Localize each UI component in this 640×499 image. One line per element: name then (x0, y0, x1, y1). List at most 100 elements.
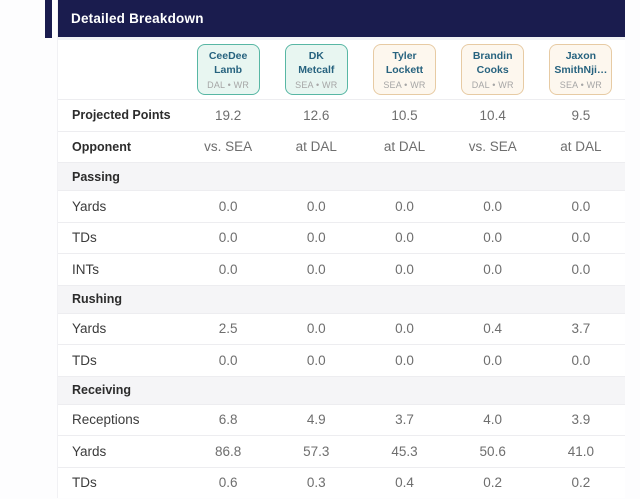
stat-value: 0.0 (306, 230, 326, 246)
stat-value: 0.0 (395, 230, 414, 246)
stat-value: 4.0 (483, 412, 503, 428)
row-label: Yards (72, 321, 107, 337)
table-row-opponent: Opponent vs. SEA at DAL at DAL vs. SEA a… (58, 130, 625, 162)
stat-value: vs. SEA (204, 139, 253, 155)
stat-value: 0.0 (306, 352, 326, 368)
stat-value: 3.9 (571, 412, 591, 428)
player-name: CeeDee (208, 50, 248, 63)
stat-value: 86.8 (214, 443, 242, 459)
stat-value: 10.5 (391, 107, 418, 123)
table-row-receiving-yards: Yards 86.8 57.3 45.3 50.6 41.0 (58, 435, 625, 467)
stat-value: 0.0 (395, 261, 414, 277)
adjacent-panel-edge (45, 0, 52, 38)
row-label: Receptions (72, 412, 140, 428)
stat-value: 0.2 (483, 475, 503, 491)
stat-value: 0.0 (395, 352, 414, 368)
header-divider (58, 37, 625, 40)
player-card-brandin-cooks[interactable]: Brandin Cooks DAL • WR (461, 44, 525, 95)
stat-value: 0.4 (395, 475, 414, 491)
table-row-rushing-yards: Yards 2.5 0.0 0.0 0.4 3.7 (58, 312, 625, 344)
section-label: Passing (72, 169, 120, 184)
section-header-receiving: Receiving (58, 375, 625, 404)
stat-value: 19.2 (214, 107, 242, 123)
stat-value: 0.0 (571, 352, 591, 368)
stat-value: 0.0 (483, 261, 503, 277)
player-team-position: SEA • WR (383, 79, 426, 90)
player-team-position: SEA • WR (559, 79, 603, 90)
stat-value: 0.0 (306, 321, 326, 337)
panel-title: Detailed Breakdown (71, 11, 204, 26)
table-row-passing-tds: TDs 0.0 0.0 0.0 0.0 0.0 (58, 221, 625, 253)
row-label: INTs (72, 261, 99, 277)
stat-value: 45.3 (391, 443, 418, 459)
stat-value: 9.5 (571, 107, 591, 123)
row-label: TDs (72, 230, 97, 246)
comparison-table: Detailed Breakdown CeeDee Lamb DAL • WR … (57, 0, 625, 498)
row-label: Yards (72, 443, 107, 459)
player-team-position: DAL • WR (471, 79, 514, 90)
stat-value: 0.0 (571, 261, 591, 277)
stat-value: 0.0 (483, 352, 503, 368)
section-label: Receiving (72, 383, 132, 397)
panel-header: Detailed Breakdown (58, 0, 625, 37)
section-header-passing: Passing (58, 162, 625, 190)
player-name: Lockett (385, 64, 424, 76)
player-team-position: SEA • WR (295, 79, 338, 90)
stat-value: 0.6 (218, 475, 238, 491)
stat-value: 6.8 (218, 412, 238, 428)
stat-value: 12.6 (303, 107, 330, 123)
table-row-passing-yards: Yards 0.0 0.0 0.0 0.0 0.0 (58, 190, 625, 222)
player-name: Jaxon (565, 50, 597, 63)
row-label: TDs (72, 475, 97, 491)
table-row-receiving-receptions: Receptions 6.8 4.9 3.7 4.0 3.9 (58, 403, 625, 435)
stat-value: 0.0 (218, 352, 238, 368)
player-card-tyler-lockett[interactable]: Tyler Lockett SEA • WR (372, 44, 436, 95)
stat-value: at DAL (383, 139, 426, 155)
player-card-jaxon-smithnjigba[interactable]: Jaxon SmithNji… SEA • WR (549, 44, 613, 95)
stat-value: 0.0 (395, 321, 414, 337)
player-name: Cooks (476, 64, 509, 76)
stat-value: 0.0 (483, 230, 503, 246)
stat-value: 0.4 (483, 321, 503, 337)
player-card-ceedee-lamb[interactable]: CeeDee Lamb DAL • WR (196, 44, 260, 95)
stat-value: 3.7 (571, 321, 591, 337)
stat-value: 57.3 (303, 443, 330, 459)
table-row-projected-points: Projected Points 19.2 12.6 10.5 10.4 9.5 (58, 99, 625, 131)
stat-value: 0.0 (218, 261, 238, 277)
stat-value: at DAL (295, 139, 337, 155)
player-name: Lamb (214, 64, 243, 76)
row-label: Opponent (72, 139, 132, 154)
stat-value: 0.0 (571, 230, 591, 246)
stat-value: 0.3 (306, 475, 326, 491)
stat-value: vs. SEA (468, 139, 517, 155)
table-row-rushing-tds: TDs 0.0 0.0 0.0 0.0 0.0 (58, 344, 625, 376)
stat-value: 41.0 (567, 443, 595, 459)
player-name: Brandin (472, 50, 513, 63)
row-label: Projected Points (72, 108, 171, 123)
player-header-row: CeeDee Lamb DAL • WR DK Metcalf SEA • WR… (58, 40, 625, 99)
stat-value: 0.0 (483, 198, 503, 214)
player-name: SmithNji… (554, 64, 608, 76)
row-label: TDs (72, 352, 97, 368)
player-team-position: DAL • WR (207, 79, 250, 90)
stat-value: 0.0 (218, 230, 238, 246)
player-card-dk-metcalf[interactable]: DK Metcalf SEA • WR (284, 44, 348, 95)
stat-value: 0.0 (306, 261, 326, 277)
player-name: Tyler (392, 50, 417, 63)
stat-value: 0.2 (571, 475, 591, 491)
section-header-rushing: Rushing (58, 284, 625, 313)
section-label: Rushing (72, 292, 122, 306)
table-row-passing-ints: INTs 0.0 0.0 0.0 0.0 0.0 (58, 253, 625, 285)
stat-value: 0.0 (395, 198, 414, 214)
stat-value: 3.7 (395, 412, 414, 428)
stat-value: at DAL (560, 139, 602, 155)
row-label: Yards (72, 198, 107, 214)
stat-value: 0.0 (218, 198, 238, 214)
stat-value: 50.6 (479, 443, 506, 459)
player-name: DK (308, 50, 324, 63)
player-name: Metcalf (298, 64, 335, 76)
table-row-receiving-tds: TDs 0.6 0.3 0.4 0.2 0.2 (58, 466, 625, 498)
stat-value: 2.5 (218, 321, 238, 337)
stat-value: 0.0 (306, 198, 326, 214)
